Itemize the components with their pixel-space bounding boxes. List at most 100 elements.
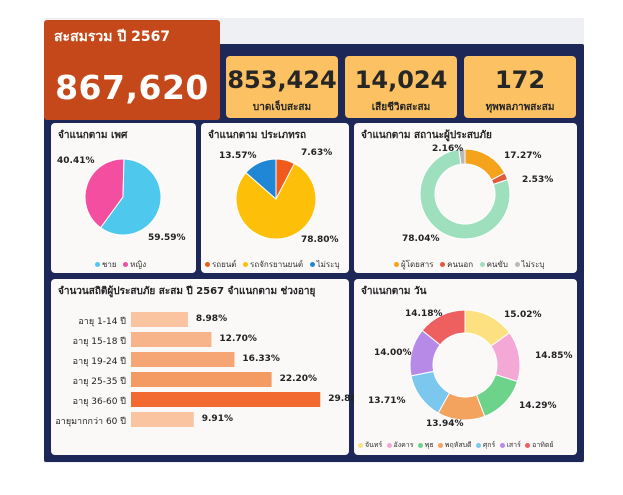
vehicle-card-title: จำแนกตาม ประเภทรถ [208,130,307,141]
legend-dot-tuesday [386,442,392,448]
day-label-saturday: 14.00% [374,348,412,358]
legend-dot-male [95,262,100,267]
legend-male: ชาย [102,260,117,269]
kpi-disabled-value: 172 [494,66,546,94]
legend-dot-thursday [437,442,443,448]
vehicle-label-motorcycle: 78.80% [301,235,339,245]
legend-driver: คนขับ [486,260,508,269]
kpi-deaths-label: เสียชีวิตสะสม [371,102,431,113]
age-card-title: จำนวนสถิติผู้ประสบภัย สะสม ปี 2567 จำแนก… [58,286,316,297]
age-row-label: อายุ 36-60 ปี [72,397,126,407]
gender-legend: ชาย หญิง [91,258,146,271]
gender-pie-slice [84,158,125,229]
age-bar-value: 9.91% [201,414,233,424]
legend-car: รถยนต์ [212,260,237,269]
status-legend: ผู้โดยสาร คนนอก คนขับ ไม่ระบุ [390,258,544,271]
age-bar [131,352,235,367]
day-card: จำแนกตาม วัน 14.18% 15.02% 14.00% 14.85%… [354,279,577,455]
age-card: จำนวนสถิติผู้ประสบภัย สะสม ปี 2567 จำแนก… [51,279,366,455]
legend-dot-wednesday [417,442,423,448]
vehicle-legend: รถยนต์ รถจักรยานยนต์ ไม่ระบุ [201,258,340,271]
legend-status-unspecified: ไม่ระบุ [521,260,545,269]
vehicle-label-car: 7.63% [301,148,333,158]
age-bar [131,392,321,407]
day-donut-slice [421,309,466,346]
gender-label-female: 40.41% [57,156,95,166]
status-donut-slice [419,148,511,240]
legend-wednesday: พุธ [424,441,434,449]
status-label-passenger: 17.27% [504,151,542,161]
age-row-label: อายุมากกว่า 60 ปี [55,417,126,427]
kpi-deaths-value: 14,024 [354,66,448,94]
legend-dot-driver [479,262,485,267]
age-row-label: อายุ 1-14 ปี [78,317,126,327]
day-label-monday: 15.02% [504,310,542,320]
kpi-disabled-label: ทุพพลภาพสะสม [485,102,555,113]
status-donut-slice [464,148,506,181]
kpi-injured: 853,424 บาดเจ็บสะสม [226,56,338,118]
age-row-label: อายุ 25-35 ปี [72,377,126,387]
age-bar-value: 8.98% [195,314,228,324]
day-card-title: จำแนกตาม วัน [361,286,427,297]
gender-pie-slice [99,158,162,236]
legend-thursday: พฤหัสบดี [444,441,472,449]
gender-label-male: 59.59% [148,233,186,243]
status-donut-chart [419,148,511,240]
kpi-injured-label: บาดเจ็บสะสม [252,102,312,113]
age-row-label: อายุ 19-24 ปี [72,357,126,367]
age-bar [131,332,212,347]
legend-motorcycle: รถจักรยานยนต์ [250,260,304,269]
vehicle-card: จำแนกตาม ประเภทรถ 13.57% 7.63% 78.80% รถ… [201,123,349,273]
total-card-title: สะสมรวม ปี 2567 [54,29,171,45]
legend-dot-female [123,262,129,267]
legend-tuesday: อังคาร [393,441,414,449]
status-label-driver: 78.04% [402,234,440,244]
total-card: สะสมรวม ปี 2567 867,620 [44,20,220,120]
age-bar-value: 22.20% [279,374,318,384]
kpi-disabled: 172 ทุพพลภาพสะสม [464,56,576,118]
legend-dot-passenger [394,262,399,267]
legend-unspecified: ไม่ระบุ [316,260,340,269]
day-label-friday: 13.71% [368,396,406,406]
status-card: จำแนกตาม สถานะผู้ประสบภัย 2.16% 17.27% 2… [354,123,577,273]
vehicle-pie-slice [235,162,317,240]
legend-outsider: คนนอก [447,260,474,269]
age-bar-chart [131,312,321,427]
legend-female: หญิง [130,260,147,269]
status-label-unspecified: 2.16% [432,144,464,154]
age-bar [131,372,272,387]
legend-dot-friday [475,442,481,448]
age-bar [131,412,194,427]
kpi-injured-value: 853,424 [227,66,337,94]
legend-dot-car [205,262,210,267]
day-label-wednesday: 14.29% [519,401,557,411]
vehicle-label-unspecified: 13.57% [219,151,257,161]
age-row-label: อายุ 15-18 ปี [72,337,126,347]
legend-dot-status-unspecified [514,262,520,267]
total-value: 867,620 [55,68,209,107]
age-bar-value: 29.88% [328,394,366,404]
status-label-outsider: 2.53% [522,175,554,185]
legend-dot-motorcycle [243,262,249,267]
day-label-sunday: 14.18% [405,309,443,319]
day-legend: จันทร์ อังคาร พุธ พฤหัสบดี ศุกร์ เสาร์ อ… [356,440,554,451]
day-label-tuesday: 14.85% [535,351,573,361]
age-bar [131,312,188,327]
legend-dot-outsider [440,262,446,267]
status-card-title: จำแนกตาม สถานะผู้ประสบภัย [361,130,492,141]
legend-saturday: เสาร์ [506,441,521,449]
vehicle-pie-chart [235,158,317,240]
status-donut-slice [458,148,466,165]
legend-sunday: อาทิตย์ [532,441,554,449]
age-bar-value: 16.33% [242,354,280,364]
day-label-thursday: 13.94% [426,419,464,429]
legend-dot-monday [358,442,363,448]
age-bar-value: 12.70% [219,334,257,344]
legend-friday: ศุกร์ [482,441,496,449]
legend-monday: จันทร์ [365,441,383,449]
gender-pie-chart [84,158,162,236]
kpi-deaths: 14,024 เสียชีวิตสะสม [345,56,457,118]
gender-card-title: จำแนกตาม เพศ [58,130,128,141]
day-donut-chart [409,309,521,421]
legend-dot-sunday [525,442,531,448]
